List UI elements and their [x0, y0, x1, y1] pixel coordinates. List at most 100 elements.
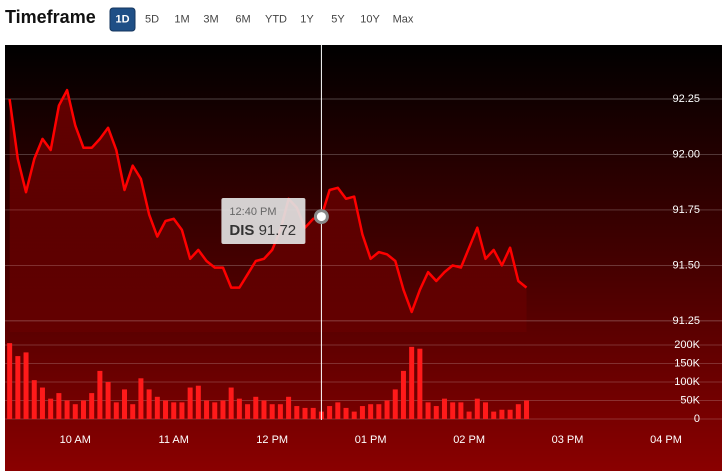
- volume-bar: [433, 406, 439, 419]
- volume-bar: [400, 370, 406, 419]
- tooltip-box: [221, 198, 306, 244]
- volume-bar: [72, 404, 78, 419]
- volume-bar: [507, 409, 513, 419]
- volume-bar: [466, 411, 472, 419]
- volume-bar: [56, 393, 62, 419]
- volume-bar: [179, 402, 185, 419]
- timeframe-button[interactable]: 1D: [109, 7, 136, 32]
- volume-bar: [417, 348, 423, 419]
- timeframe-button[interactable]: 3M: [203, 13, 218, 25]
- volume-bar: [31, 380, 37, 419]
- tooltip: 12:40 PM DIS 91.72: [221, 198, 306, 244]
- tooltip-symbol: DIS: [229, 222, 254, 239]
- timeframe-button[interactable]: 1M: [174, 13, 189, 25]
- timeframe-button[interactable]: 6M: [235, 13, 250, 25]
- volume-bar: [64, 400, 70, 419]
- volume-bar: [253, 396, 259, 419]
- y-tick-label: 91.75: [672, 204, 700, 216]
- volume-bar: [39, 387, 45, 419]
- timeframe-button[interactable]: 1Y: [300, 13, 314, 25]
- timeframe-label: 1Y: [300, 13, 314, 25]
- volume-bar: [48, 398, 54, 419]
- volume-bar: [376, 404, 382, 419]
- x-tick-label: 03 PM: [552, 434, 584, 446]
- timeframe-button[interactable]: 5D: [145, 13, 159, 25]
- volume-bar: [302, 407, 308, 419]
- volume-bar: [187, 387, 193, 419]
- volume-bar: [499, 409, 505, 419]
- y2-tick-label: 200K: [674, 339, 700, 351]
- y-tick-label: 91.25: [672, 315, 700, 327]
- volume-bar: [359, 406, 365, 419]
- volume-bar: [146, 389, 152, 419]
- timeframe-label: 5Y: [331, 13, 345, 25]
- y-tick-label: 92.25: [672, 93, 700, 105]
- volume-bar: [310, 407, 316, 419]
- timeframe-button[interactable]: Max: [393, 13, 414, 25]
- timeframe-button[interactable]: 5Y: [331, 13, 345, 25]
- volume-bar: [154, 396, 160, 419]
- volume-bar: [335, 402, 341, 419]
- volume-bar: [130, 404, 136, 419]
- volume-bar: [409, 346, 415, 419]
- volume-bar: [204, 400, 210, 419]
- y2-tick-label: 0: [694, 413, 700, 425]
- timeframe-label: YTD: [265, 13, 287, 25]
- volume-bar: [105, 382, 111, 419]
- x-tick-label: 10 AM: [60, 434, 91, 446]
- volume-bar: [277, 404, 283, 419]
- y-tick-label: 92.00: [672, 148, 700, 160]
- volume-bar: [113, 402, 119, 419]
- volume-bar: [474, 398, 480, 419]
- volume-bar: [343, 407, 349, 419]
- volume-bar: [80, 400, 86, 419]
- volume-bar: [89, 393, 95, 419]
- tooltip-value: 91.72: [259, 222, 297, 239]
- timeframe-label: 10Y: [360, 13, 380, 25]
- header-title: Timeframe: [5, 7, 96, 27]
- volume-bar: [524, 400, 530, 419]
- volume-bar: [23, 352, 29, 419]
- volume-bar: [441, 398, 447, 419]
- x-tick-label: 04 PM: [650, 434, 682, 446]
- volume-bar: [122, 389, 128, 419]
- y-tick-label: 91.50: [672, 259, 700, 271]
- volume-bar: [236, 398, 242, 419]
- volume-bar: [450, 402, 456, 419]
- price-line: [8, 88, 528, 314]
- volume-bar: [212, 402, 218, 419]
- y2-tick-label: 100K: [674, 376, 700, 388]
- x-tick-label: 11 AM: [159, 434, 189, 446]
- hover-point: [313, 209, 329, 225]
- volume-bar: [220, 400, 226, 419]
- y2-tick-label: 50K: [680, 394, 700, 406]
- volume-bar: [392, 389, 398, 419]
- timeframe-button[interactable]: 10Y: [360, 13, 380, 25]
- volume-bar: [368, 404, 374, 419]
- timeframe-label: 1D: [115, 13, 129, 25]
- timeframe-button[interactable]: YTD: [265, 13, 287, 25]
- volume-bar: [515, 404, 521, 419]
- x-tick-label: 01 PM: [355, 434, 387, 446]
- volume-bar: [163, 400, 169, 419]
- volume-bar: [294, 406, 300, 419]
- volume-bar: [351, 411, 357, 419]
- x-tick-label: 12 PM: [256, 434, 288, 446]
- volume-bar: [171, 402, 177, 419]
- volume-bar: [269, 404, 275, 419]
- volume-bar: [97, 370, 103, 419]
- volume-bar: [245, 404, 251, 419]
- tooltip-time: 12:40 PM: [229, 206, 276, 218]
- tooltip-value-line: DIS 91.72: [229, 222, 296, 239]
- volume-bar: [7, 343, 13, 419]
- x-tick-label: 02 PM: [453, 434, 485, 446]
- volume-bar: [384, 400, 390, 419]
- timeframe-label: Max: [393, 13, 414, 25]
- volume-bar: [138, 378, 144, 419]
- timeframe-label: 3M: [203, 13, 218, 25]
- volume-bar: [458, 402, 464, 419]
- timeframe-label: 6M: [235, 13, 250, 25]
- timeframe-label: 5D: [145, 13, 159, 25]
